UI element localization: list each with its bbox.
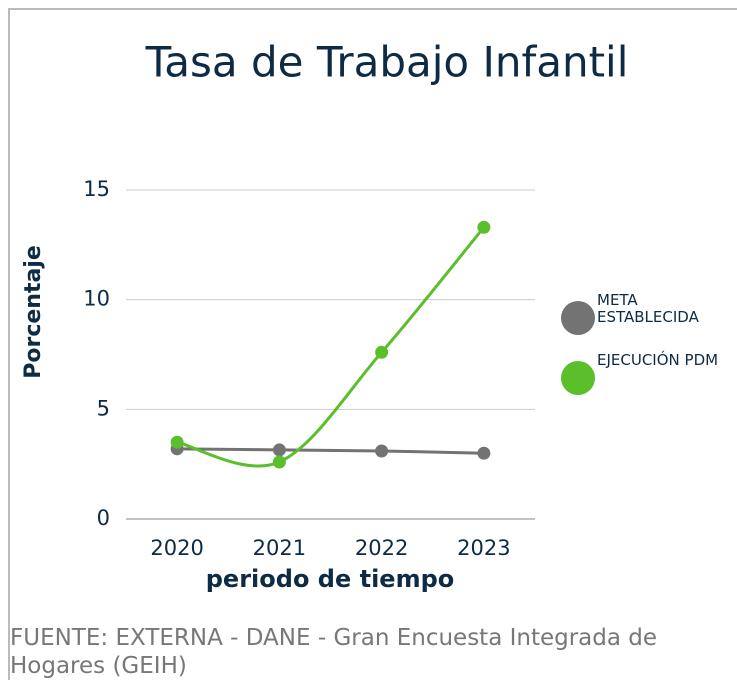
point bbox=[272, 443, 286, 457]
point bbox=[375, 345, 389, 359]
x-tick-label: 2023 bbox=[457, 536, 510, 560]
y-tick-label: 5 bbox=[97, 396, 110, 420]
y-tick-label: 15 bbox=[83, 177, 110, 201]
point bbox=[477, 220, 491, 234]
y-axis-label: Porcentaje bbox=[21, 245, 46, 379]
x-tick-label: 2021 bbox=[253, 536, 306, 560]
frame bbox=[8, 8, 737, 680]
chart-title: Tasa de Trabajo Infantil bbox=[145, 38, 629, 87]
point bbox=[170, 435, 184, 449]
x-tick-label: 2022 bbox=[355, 536, 408, 560]
series-line bbox=[176, 226, 486, 468]
y-tick-label: 10 bbox=[83, 287, 110, 311]
series-line bbox=[177, 447, 484, 455]
point bbox=[375, 444, 389, 458]
source-note: FUENTE: EXTERNA - DANE - Gran Encuesta I… bbox=[10, 625, 658, 679]
legend-marker bbox=[561, 301, 595, 335]
point bbox=[477, 446, 491, 460]
y-tick-label: 0 bbox=[97, 506, 110, 530]
legend-label: META ESTABLECIDA bbox=[597, 291, 699, 326]
legend-label: EJECUCIÓN PDM bbox=[597, 351, 719, 369]
x-tick-label: 2020 bbox=[150, 536, 203, 560]
x-axis-label: periodo de tiempo bbox=[206, 565, 455, 593]
legend-marker bbox=[561, 361, 595, 395]
point bbox=[272, 455, 286, 469]
